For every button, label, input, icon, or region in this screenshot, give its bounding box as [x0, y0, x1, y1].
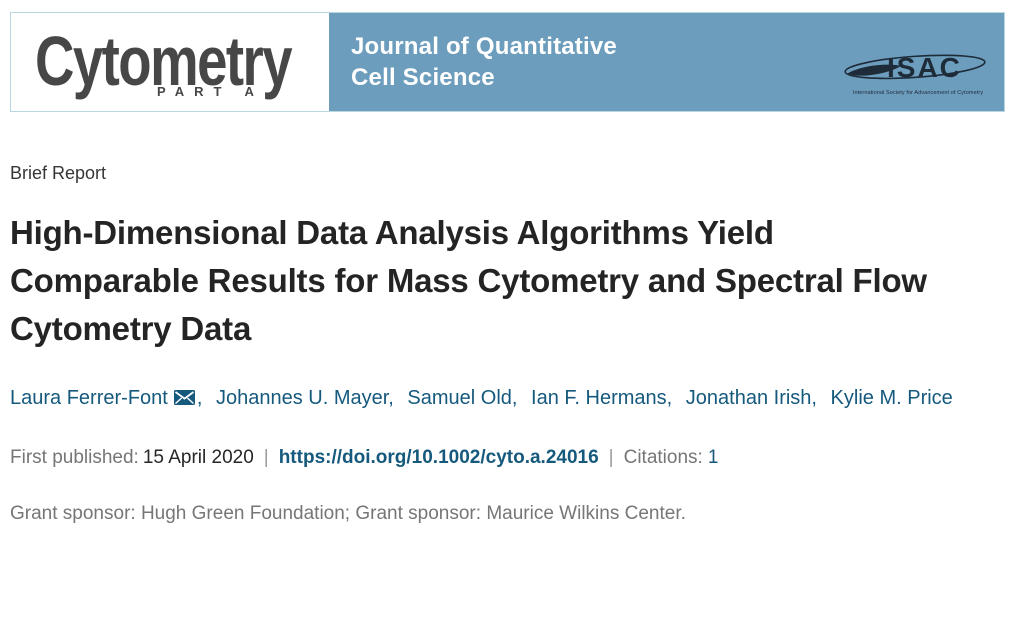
doi-link[interactable]: https://doi.org/10.1002/cyto.a.24016 [278, 447, 599, 468]
divider: | [263, 447, 269, 468]
article-header: Brief Report High-Dimensional Data Analy… [0, 163, 1024, 526]
first-published-date: 15 April 2020 [142, 447, 254, 468]
author-entry: Jonathan Irish, [686, 387, 825, 409]
citations-count[interactable]: 1 [707, 447, 719, 468]
author-separator: , [388, 387, 394, 409]
isac-caption: International Society for Advancement of… [852, 90, 984, 96]
author-entry: Samuel Old, [407, 387, 525, 409]
citations-label: Citations: [623, 447, 703, 468]
publication-info: First published: 15 April 2020 | https://do… [10, 446, 1014, 470]
svg-text:ISAC: ISAC [887, 52, 962, 83]
author-link[interactable]: Ian F. Hermans [531, 387, 667, 409]
author-separator: , [666, 387, 673, 409]
first-published-label: First published: [10, 447, 139, 468]
author-entry: Kylie M. Price [831, 387, 953, 409]
author-link[interactable]: Samuel Old [407, 387, 512, 409]
isac-logo: ISAC International Society for Advanceme… [842, 49, 994, 96]
email-envelope-icon[interactable] [173, 384, 195, 414]
author-entry: Ian F. Hermans, [531, 387, 680, 409]
author-link[interactable]: Laura Ferrer-Font [10, 387, 168, 409]
tagline-line-2: Cell Science [351, 64, 495, 91]
grant-sponsor-text: Grant sponsor: Hugh Green Foundation; Gr… [10, 503, 686, 524]
author-entry: Laura Ferrer-Font, [10, 387, 210, 409]
journal-banner[interactable]: Cytometry PART A Journal of Quantitative… [10, 12, 1005, 112]
article-category: Brief Report [10, 163, 107, 183]
author-separator: , [811, 387, 817, 409]
author-separator: , [511, 387, 518, 409]
author-link[interactable]: Kylie M. Price [830, 387, 953, 409]
journal-part-label: PART A [157, 84, 264, 99]
author-list: Laura Ferrer-Font, Johannes U. Mayer, Sa… [10, 383, 1012, 414]
isac-swoosh-icon: ISAC [844, 52, 986, 83]
tagline-line-1: Journal of Quantitative [351, 33, 617, 60]
cytometry-logo: Cytometry PART A [11, 13, 326, 111]
author-link[interactable]: Jonathan Irish [685, 387, 812, 409]
journal-tagline-panel: Journal of Quantitative Cell Science ISA… [329, 13, 1004, 111]
divider: | [608, 447, 614, 468]
journal-name-logo: Cytometry [35, 22, 293, 100]
author-entry: Johannes U. Mayer, [216, 387, 402, 409]
author-link[interactable]: Johannes U. Mayer [215, 387, 389, 409]
author-separator: , [196, 387, 203, 409]
article-title: High-Dimensional Data Analysis Algorithm… [10, 214, 927, 347]
